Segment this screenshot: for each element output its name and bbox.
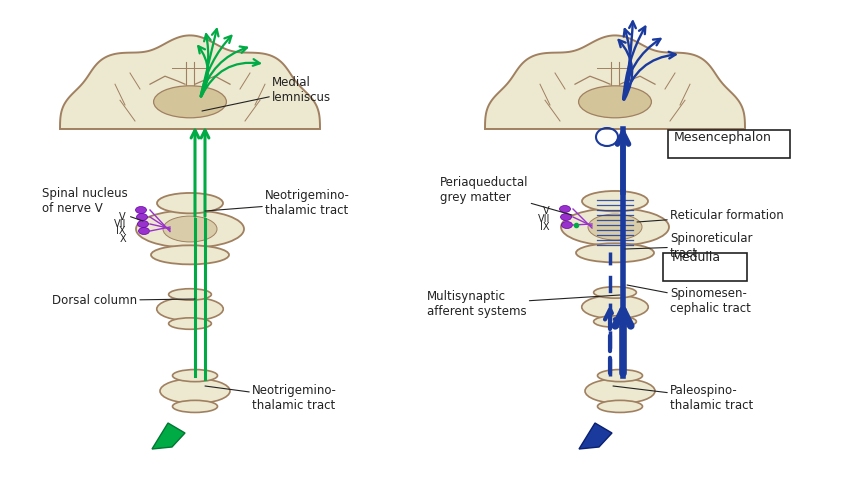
Ellipse shape [137, 214, 148, 221]
Text: Medial
lemniscus: Medial lemniscus [202, 76, 332, 111]
Text: IX: IX [541, 222, 550, 232]
Polygon shape [579, 423, 612, 449]
Text: V: V [119, 212, 126, 222]
Polygon shape [152, 423, 185, 449]
Ellipse shape [562, 222, 573, 229]
Ellipse shape [154, 86, 226, 118]
Ellipse shape [598, 400, 643, 413]
Text: VII: VII [537, 214, 550, 224]
Ellipse shape [588, 214, 642, 240]
Ellipse shape [576, 244, 654, 262]
Text: Neotrigeminо-
thalamic tract: Neotrigeminо- thalamic tract [205, 384, 337, 412]
Ellipse shape [168, 318, 212, 329]
Ellipse shape [168, 289, 212, 300]
Text: Periaqueductal
grey matter: Periaqueductal grey matter [440, 176, 572, 215]
Ellipse shape [173, 370, 218, 382]
Ellipse shape [157, 193, 223, 214]
Text: Paleospino-
thalamic tract: Paleospino- thalamic tract [613, 384, 753, 412]
Text: Medulla: Medulla [672, 251, 721, 264]
Text: Multisynaptic
afferent systems: Multisynaptic afferent systems [427, 290, 620, 318]
Text: Neotrigeminо-
thalamic tract: Neotrigeminо- thalamic tract [205, 189, 350, 217]
Text: Dorsal column: Dorsal column [52, 294, 195, 307]
Ellipse shape [138, 221, 149, 228]
Ellipse shape [135, 207, 146, 214]
Text: Spinomesen-
cephalic tract: Spinomesen- cephalic tract [627, 285, 751, 315]
Ellipse shape [582, 191, 648, 212]
Ellipse shape [136, 210, 244, 248]
Ellipse shape [163, 216, 217, 242]
Ellipse shape [598, 370, 643, 382]
Ellipse shape [173, 400, 218, 413]
Ellipse shape [151, 246, 229, 264]
FancyBboxPatch shape [668, 130, 790, 158]
Text: Spinal nucleus
of nerve V: Spinal nucleus of nerve V [42, 187, 143, 221]
Ellipse shape [593, 316, 637, 327]
Ellipse shape [139, 228, 150, 235]
Text: IX: IX [116, 226, 126, 236]
Text: Mesencephalon: Mesencephalon [674, 131, 772, 144]
Text: Spinoreticular
tract: Spinoreticular tract [625, 232, 752, 260]
Text: V: V [543, 206, 550, 216]
Ellipse shape [156, 297, 224, 321]
Polygon shape [60, 35, 320, 129]
Text: X: X [119, 234, 126, 244]
Ellipse shape [559, 206, 570, 213]
Ellipse shape [160, 379, 230, 403]
Ellipse shape [579, 86, 651, 118]
Ellipse shape [585, 379, 655, 403]
FancyBboxPatch shape [663, 253, 747, 281]
Text: VII: VII [114, 219, 126, 229]
Ellipse shape [581, 295, 649, 319]
Ellipse shape [561, 208, 669, 246]
Text: Reticular formation: Reticular formation [637, 209, 784, 222]
Ellipse shape [560, 214, 571, 221]
Polygon shape [485, 35, 745, 129]
Ellipse shape [593, 287, 637, 298]
